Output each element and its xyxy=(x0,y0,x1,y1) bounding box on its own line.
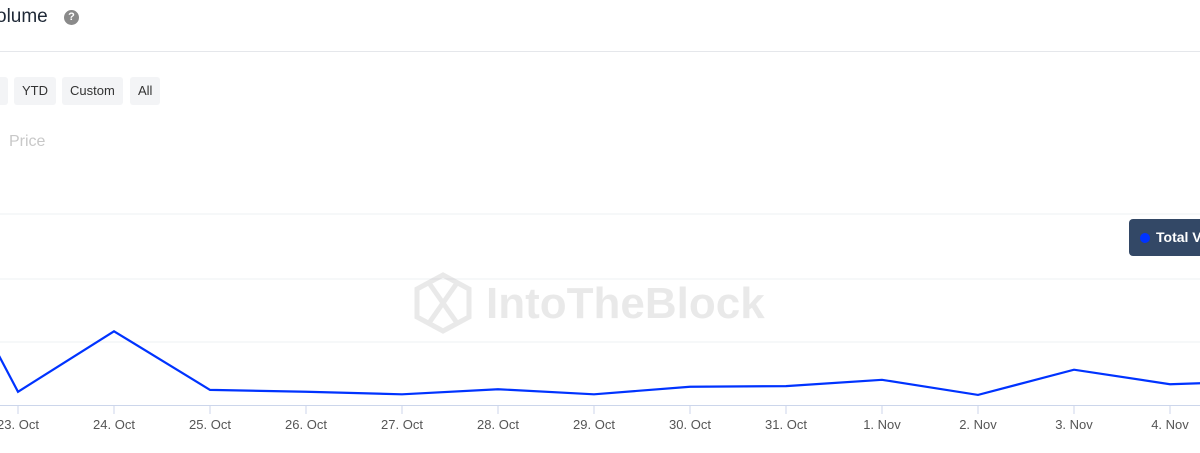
watermark-text: IntoTheBlock xyxy=(486,279,765,328)
x-tick-label: 30. Oct xyxy=(669,417,711,432)
tooltip-label: Total V xyxy=(1156,229,1200,245)
x-tick-label: 28. Oct xyxy=(477,417,519,432)
legend-tooltip: Total V xyxy=(1129,219,1200,256)
x-tick-label: 3. Nov xyxy=(1055,417,1093,432)
x-tick-label: 31. Oct xyxy=(765,417,807,432)
x-tick-label: 2. Nov xyxy=(959,417,997,432)
price-toggle[interactable]: Price xyxy=(9,133,46,150)
divider xyxy=(0,51,1200,52)
x-tick-label: 1. Nov xyxy=(863,417,901,432)
x-tick-label: 27. Oct xyxy=(381,417,423,432)
series-line-total-volume xyxy=(0,329,1200,397)
range-button-ytd[interactable]: YTD xyxy=(14,77,56,105)
x-tick-label: 29. Oct xyxy=(573,417,615,432)
range-button-custom[interactable]: Custom xyxy=(62,77,123,105)
series-dot-icon xyxy=(1140,233,1150,243)
range-button-partial[interactable] xyxy=(0,77,8,105)
x-tick-label: 26. Oct xyxy=(285,417,327,432)
x-tick-label: 23. Oct xyxy=(0,417,39,432)
chart-title: olume xyxy=(0,6,48,27)
range-button-all[interactable]: All xyxy=(130,77,161,105)
x-tick-label: 24. Oct xyxy=(93,417,135,432)
x-tick-label: 25. Oct xyxy=(189,417,231,432)
watermark: IntoTheBlock xyxy=(414,272,765,334)
question-circle-icon[interactable]: ? xyxy=(64,10,79,25)
x-tick-label: 4. Nov xyxy=(1151,417,1189,432)
